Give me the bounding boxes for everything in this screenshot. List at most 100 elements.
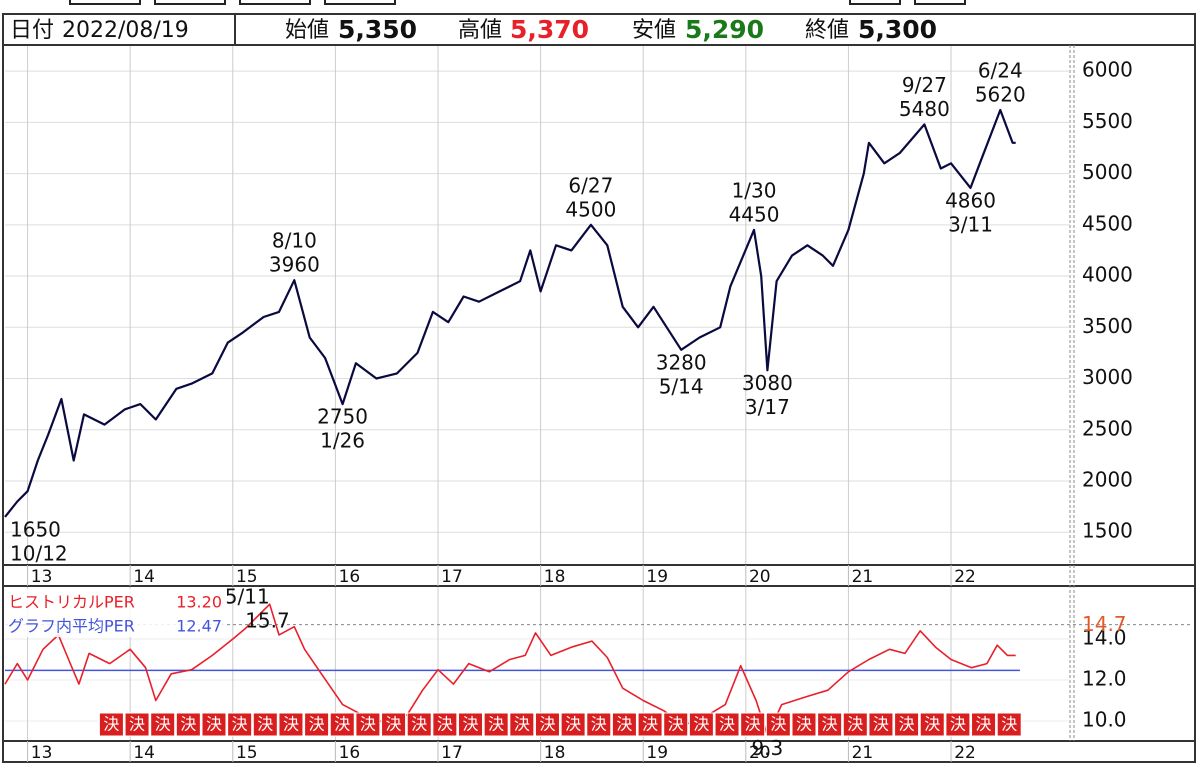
earnings-label: 決 — [616, 715, 632, 734]
earnings-label: 決 — [411, 715, 427, 734]
x-tick-label: 15 — [236, 567, 258, 587]
annotation-date: 5/14 — [659, 374, 704, 398]
x-tick-label: 16 — [339, 743, 361, 763]
x-tick-label: 19 — [646, 567, 668, 587]
y-tick-label: 6000 — [1082, 58, 1133, 82]
earnings-label: 決 — [463, 715, 479, 734]
earnings-marker — [432, 712, 458, 737]
x-tick-label: 17 — [441, 567, 463, 587]
earnings-label: 決 — [206, 715, 222, 734]
frame — [2, 13, 1196, 763]
earnings-marker — [894, 712, 920, 737]
y-tick-label: 5000 — [1082, 160, 1133, 184]
earnings-marker — [534, 712, 560, 737]
earnings-marker — [509, 712, 535, 737]
open-label: 始値 — [285, 18, 329, 43]
earnings-label: 決 — [796, 715, 812, 734]
annotation-date: 9/27 — [902, 73, 947, 97]
y-tick-label: 3500 — [1082, 314, 1133, 338]
earnings-label: 決 — [745, 715, 761, 734]
earnings-marker — [919, 712, 945, 737]
earnings-marker — [996, 712, 1022, 737]
earnings-marker — [483, 712, 509, 737]
date: 2022/08/19 — [62, 18, 189, 43]
earnings-label: 決 — [924, 715, 940, 734]
close: 5,300 — [858, 15, 937, 44]
x-tick-label: 17 — [441, 743, 463, 763]
earnings-marker — [842, 712, 868, 737]
earnings-marker — [663, 712, 689, 737]
y-tick-label: 14.0 — [1082, 626, 1127, 650]
earnings-marker — [124, 712, 150, 737]
date-label: 日付 — [10, 18, 54, 43]
earnings-label: 決 — [334, 715, 350, 734]
legend-name: ヒストリカルPER — [8, 593, 135, 612]
series-line — [4, 603, 1016, 737]
earnings-label: 決 — [873, 715, 889, 734]
earnings-label: 決 — [719, 715, 735, 734]
earnings-label: 決 — [437, 715, 453, 734]
annotation-value: 4500 — [565, 197, 616, 221]
earnings-label: 決 — [180, 715, 196, 734]
earnings-label: 決 — [514, 715, 530, 734]
earnings-label: 決 — [899, 715, 915, 734]
earnings-marker — [817, 712, 843, 737]
x-tick-label: 22 — [954, 743, 976, 763]
earnings-label: 決 — [1001, 715, 1017, 734]
earnings-label: 決 — [693, 715, 709, 734]
y-tick-label: 4500 — [1082, 211, 1133, 235]
x-tick-label: 15 — [236, 743, 258, 763]
earnings-marker — [458, 712, 484, 737]
earnings-label: 決 — [950, 715, 966, 734]
annotation-value: 3960 — [269, 253, 320, 277]
y-tick-label: 12.0 — [1082, 666, 1127, 690]
earnings-label: 決 — [309, 715, 325, 734]
x-tick-label: 18 — [544, 743, 566, 763]
annotation-date: 1/26 — [320, 429, 365, 453]
y-tick-label: 1500 — [1082, 519, 1133, 543]
annotation-date: 5/11 — [225, 585, 270, 609]
earnings-label: 決 — [488, 715, 504, 734]
earnings-marker — [278, 712, 304, 737]
x-tick-label: 20 — [749, 743, 771, 763]
earnings-marker — [637, 712, 663, 737]
earnings-marker — [714, 712, 740, 737]
high: 5,370 — [510, 15, 589, 44]
earnings-marker — [175, 712, 201, 737]
annotation-value: 15.7 — [245, 609, 290, 633]
top-tabs — [69, 0, 966, 5]
annotation-date: 3/17 — [745, 395, 790, 419]
x-tick-label: 21 — [852, 743, 874, 763]
y-tick-label: 5500 — [1082, 109, 1133, 133]
x-tick-label: 16 — [339, 567, 361, 587]
legend-box — [5, 589, 227, 637]
earnings-marker — [688, 712, 714, 737]
annotation-date: 10/12 — [10, 541, 68, 565]
earnings-label: 決 — [822, 715, 838, 734]
earnings-marker — [98, 712, 124, 737]
earnings-marker — [381, 712, 407, 737]
earnings-label: 決 — [257, 715, 273, 734]
annotation-date: 6/27 — [568, 173, 613, 197]
earnings-marker — [355, 712, 381, 737]
earnings-marker — [150, 712, 176, 737]
earnings-label: 決 — [232, 715, 248, 734]
earnings-label: 決 — [283, 715, 299, 734]
panel-borders — [3, 564, 1195, 742]
earnings-marker — [304, 712, 330, 737]
earnings-label: 決 — [591, 715, 607, 734]
annotation-value: 4860 — [945, 188, 996, 212]
y-tick-label: 10.0 — [1082, 707, 1127, 731]
earnings-marker — [329, 712, 355, 737]
earnings-label: 決 — [642, 715, 658, 734]
earnings-label: 決 — [386, 715, 402, 734]
annotation-date: 3/11 — [948, 212, 993, 236]
annotation-value: 5620 — [975, 83, 1026, 107]
earnings-label: 決 — [976, 715, 992, 734]
annotation-date: 8/10 — [272, 229, 317, 253]
earnings-label: 決 — [847, 715, 863, 734]
annotation-value: 5480 — [899, 97, 950, 121]
x-tick-label: 20 — [749, 567, 771, 587]
annotation-date: 1/30 — [732, 178, 777, 202]
x-tick-label: 22 — [954, 567, 976, 587]
